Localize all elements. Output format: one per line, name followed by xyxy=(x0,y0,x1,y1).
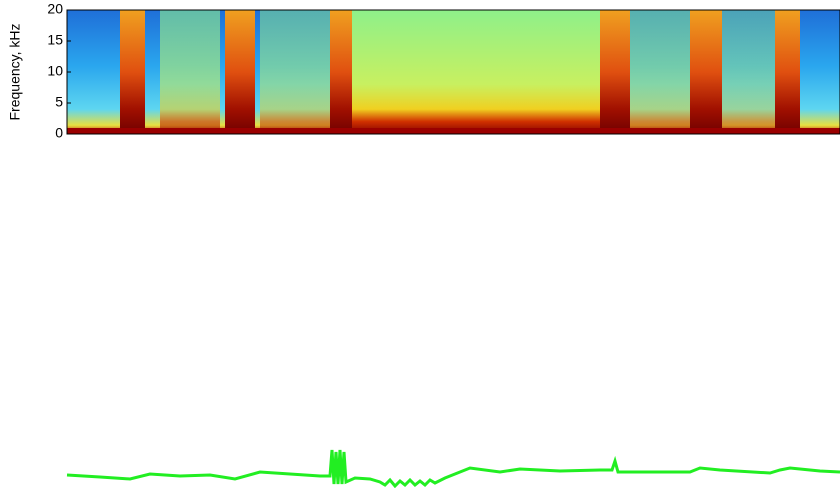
spectrogram-image xyxy=(66,9,840,135)
y-tick-label: 10 xyxy=(47,63,63,79)
y-tick-label: 0 xyxy=(55,125,63,141)
y-tick-label: 15 xyxy=(47,32,63,48)
y-tick-label: 20 xyxy=(47,1,63,17)
y-tick-label: 5 xyxy=(55,94,63,110)
y-axis-label: Frequency, kHz xyxy=(7,24,23,121)
waveform xyxy=(66,449,840,488)
